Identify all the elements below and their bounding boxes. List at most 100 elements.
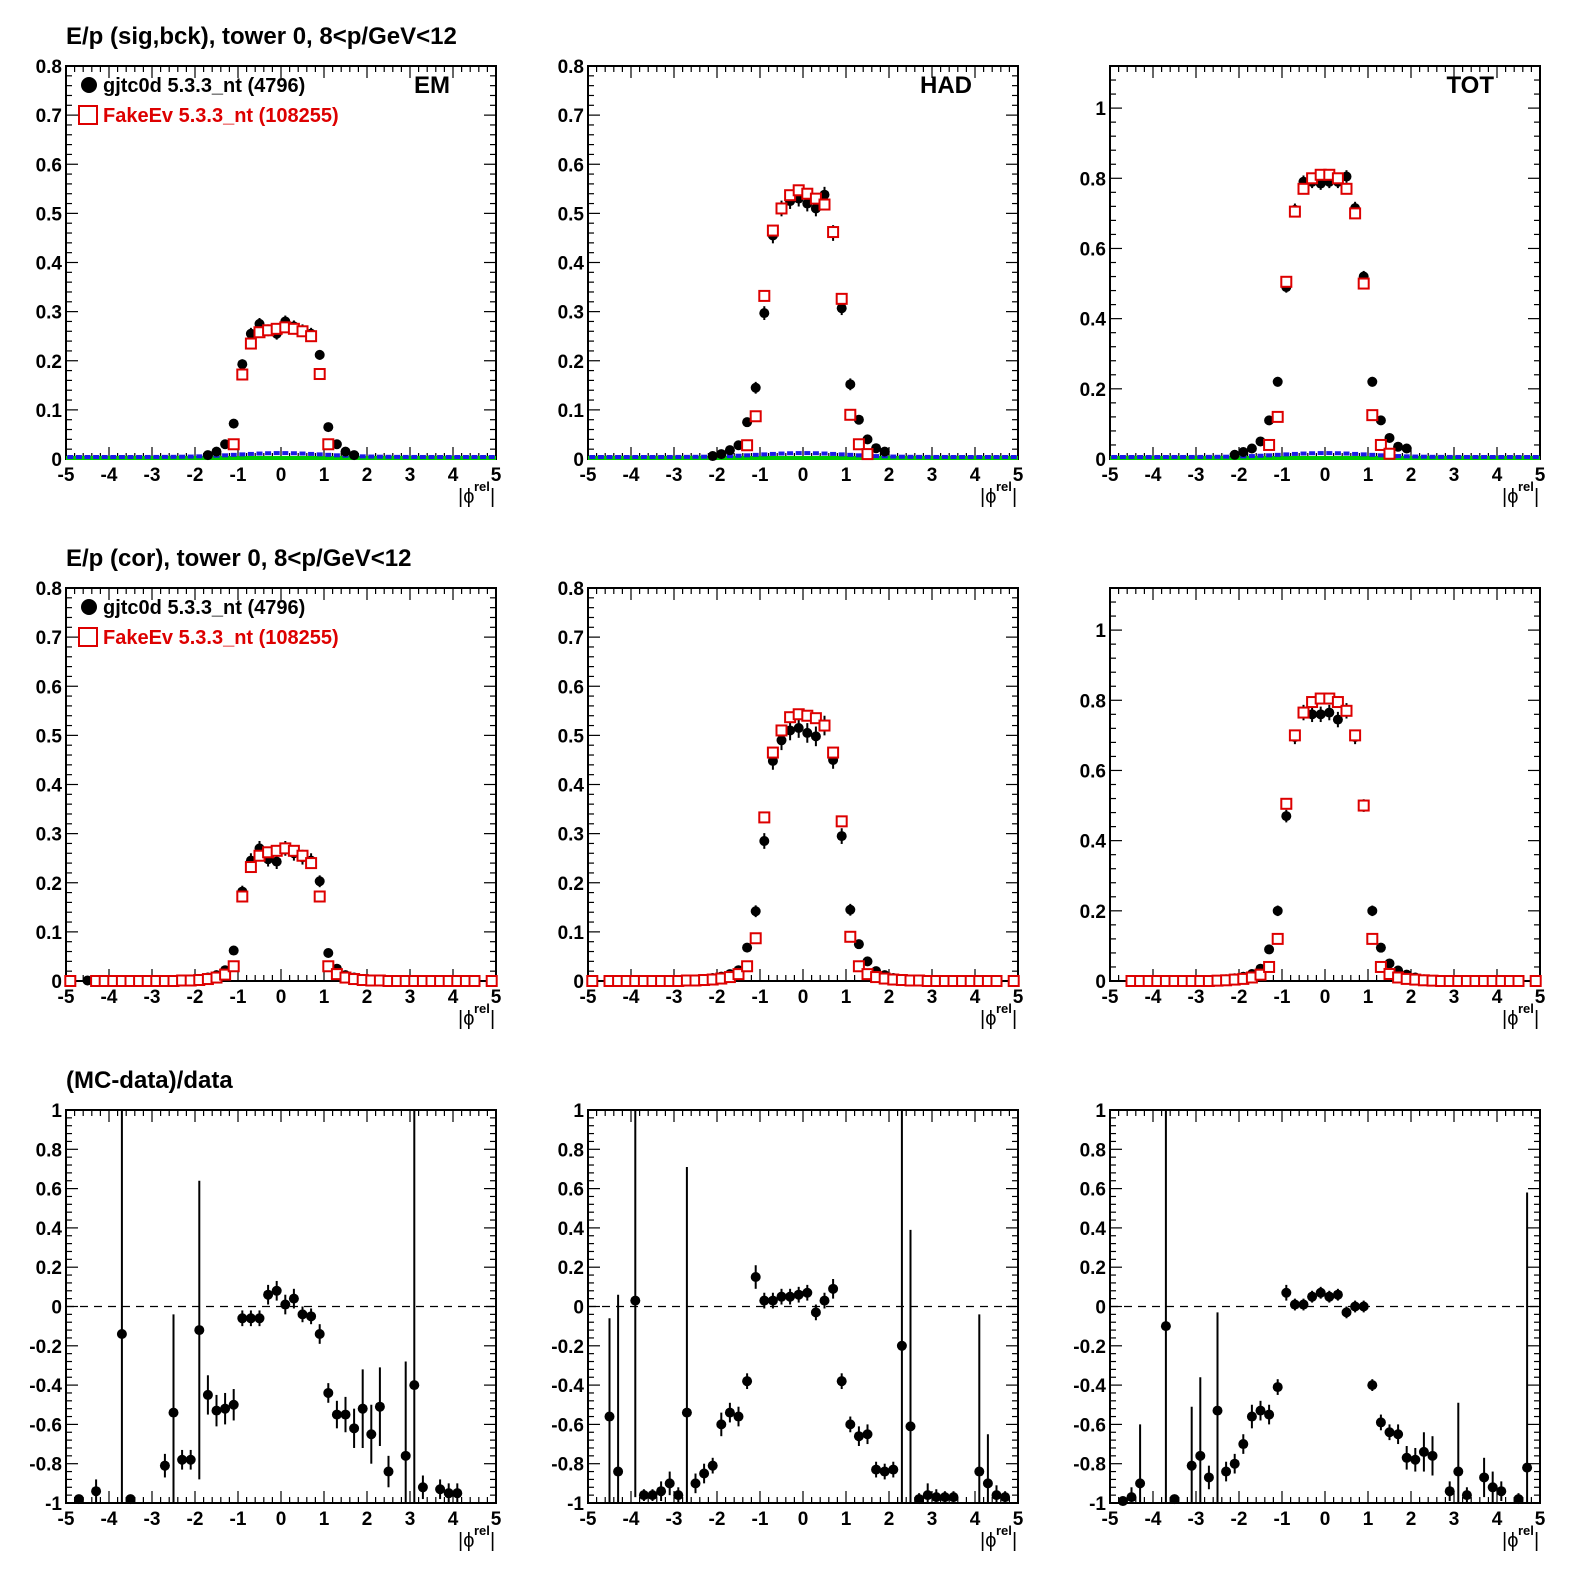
background-point <box>153 454 160 459</box>
y-tick-label: 0.5 <box>36 204 63 225</box>
x-tick-label: 2 <box>884 465 895 486</box>
background-point <box>683 454 690 459</box>
x-axis-label-close: | <box>1012 1530 1017 1552</box>
y-tick-label: -0.4 <box>1073 1376 1106 1397</box>
mc-point <box>990 975 1003 987</box>
y-tick-label: 1 <box>51 1101 62 1122</box>
x-axis-label: |ϕ <box>458 1530 474 1552</box>
x-axis-label-close: | <box>1012 1008 1017 1030</box>
background-point <box>333 453 340 458</box>
x-axis-label-close: | <box>490 486 495 508</box>
x-tick-label: 0 <box>276 1509 287 1530</box>
background-point <box>376 454 383 459</box>
x-tick-label: 3 <box>1449 1509 1460 1530</box>
x-axis-label-sup: rel <box>996 1001 1012 1016</box>
data-point <box>853 939 864 950</box>
data-point <box>288 1293 299 1304</box>
data-point <box>1384 958 1395 969</box>
legend-dot-marker <box>81 599 97 615</box>
background-point <box>1137 454 1144 459</box>
data-point <box>1384 1427 1395 1438</box>
y-tick-label: 0.2 <box>558 352 584 373</box>
data-point <box>1289 1299 1300 1310</box>
data-point <box>1341 171 1352 182</box>
data-point <box>237 359 248 370</box>
x-tick-label: 5 <box>491 1509 502 1530</box>
x-tick-label: 3 <box>927 987 938 1008</box>
background-point <box>84 454 91 459</box>
data-point <box>1375 942 1386 953</box>
data-point <box>888 1464 899 1475</box>
data-point <box>271 1285 282 1296</box>
x-tick-label: 1 <box>1363 1509 1374 1530</box>
background-point <box>308 451 315 456</box>
data-point <box>1169 1494 1180 1505</box>
data-point <box>116 1329 127 1340</box>
data-point <box>245 328 256 339</box>
background-point <box>1446 454 1453 459</box>
y-tick-label: 0.4 <box>36 254 63 275</box>
legend-label: gjtc0d 5.3.3_nt (4796) <box>103 75 305 97</box>
data-point <box>1358 1301 1369 1312</box>
data-point <box>836 831 847 842</box>
legend-square-marker <box>78 627 98 647</box>
ratio-had-panel: -5 -4 -3 -2 -1 0 1 2 3 4 5 -1 -0.8 -0.6 -0.4 -0.2 0 0.2 0.… <box>551 1101 1023 1552</box>
row-title-ratio: (MC-data)/data <box>66 1067 233 1094</box>
mc-point <box>1007 975 1020 987</box>
data-point <box>323 422 334 433</box>
x-tick-label: -5 <box>580 987 597 1008</box>
data-point <box>1212 1405 1223 1416</box>
data-point <box>1332 714 1343 725</box>
data-point <box>374 1401 385 1412</box>
data-point <box>948 1492 959 1503</box>
data-point <box>733 1411 744 1422</box>
mc-point <box>322 960 335 973</box>
row-title-cor: E/p (cor), tower 0, 8<p/GeV<12 <box>66 545 411 572</box>
x-tick-label: 1 <box>319 1509 330 1530</box>
data-point <box>845 379 856 390</box>
y-tick-label: 0.6 <box>36 155 62 176</box>
data-point <box>185 1454 196 1465</box>
background-point <box>1481 454 1488 459</box>
x-tick-label: -1 <box>230 1509 247 1530</box>
background-point <box>93 454 100 459</box>
background-point <box>778 451 785 456</box>
background-point <box>445 454 452 459</box>
background-point <box>428 454 435 459</box>
y-tick-label: -1 <box>1089 1494 1106 1515</box>
background-point <box>830 451 837 456</box>
mc-point <box>766 224 779 237</box>
background-point <box>179 454 186 459</box>
background-point <box>1214 454 1221 459</box>
y-tick-label: -1 <box>45 1494 62 1515</box>
y-tick-label: 0.2 <box>558 874 584 895</box>
background-point <box>1369 452 1376 457</box>
mc-point <box>766 746 779 759</box>
x-axis-label: |ϕ <box>458 486 474 508</box>
data-point <box>690 1478 701 1489</box>
mc-point <box>818 198 831 211</box>
x-tick-label: -3 <box>144 465 161 486</box>
data-point <box>1367 376 1378 387</box>
background-point <box>1343 451 1350 456</box>
y-tick-label: 1 <box>1095 621 1106 642</box>
y-tick-label: 0.4 <box>1080 832 1107 853</box>
x-tick-label: -3 <box>1188 987 1205 1008</box>
data-point <box>819 189 830 200</box>
background-point <box>316 452 323 457</box>
background-point <box>1300 451 1307 456</box>
y-tick-label: 0.8 <box>36 1140 62 1161</box>
background-point <box>855 453 862 458</box>
data-point <box>802 1287 813 1298</box>
x-tick-label: 4 <box>970 987 981 1008</box>
background-point <box>950 454 957 459</box>
data-point <box>1221 1466 1232 1477</box>
y-tick-label: 0.8 <box>36 57 62 78</box>
data-point <box>1315 709 1326 720</box>
data-point <box>776 735 787 746</box>
data-point <box>1315 1287 1326 1298</box>
x-tick-label: -4 <box>623 987 640 1008</box>
data-point <box>400 1450 411 1461</box>
legend-dot-marker <box>81 77 97 93</box>
background-point <box>640 454 647 459</box>
